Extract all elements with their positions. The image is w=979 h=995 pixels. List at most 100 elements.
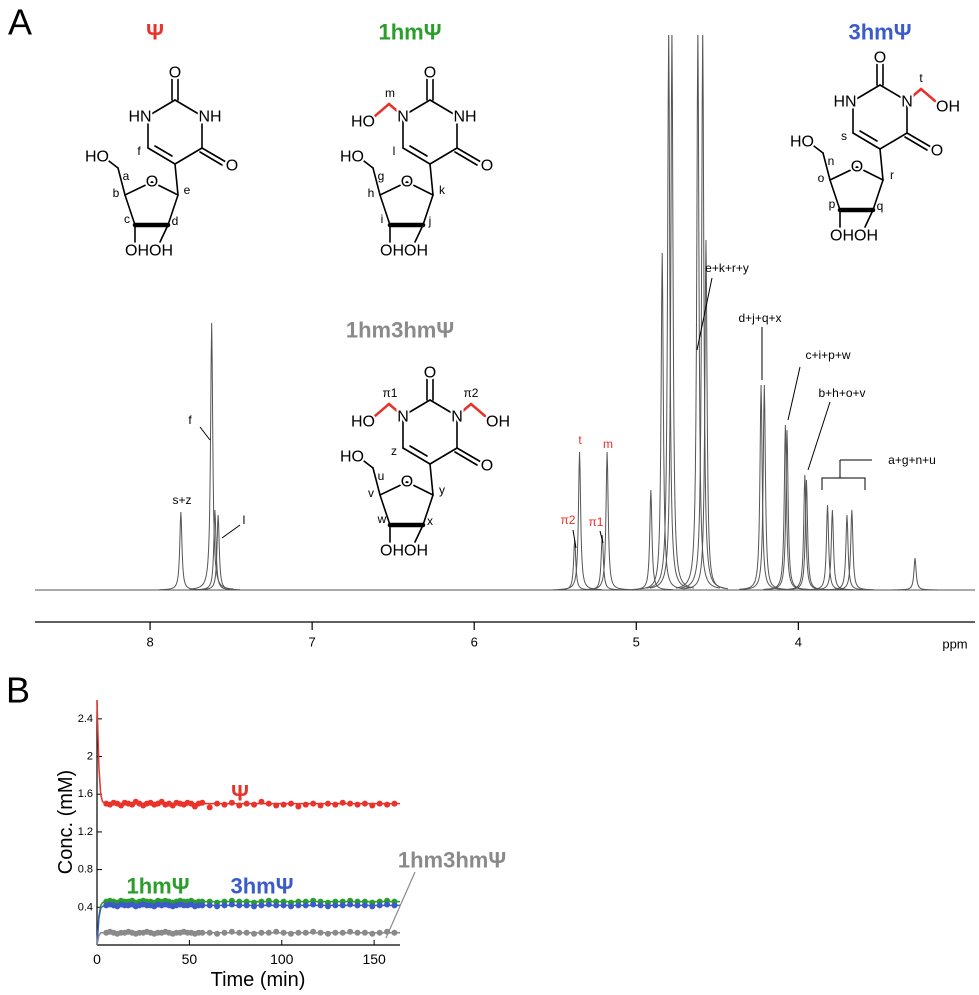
- position-label: b: [113, 186, 120, 200]
- peak-annotation: t: [578, 433, 582, 447]
- data-point: [384, 801, 391, 808]
- data-point: [376, 902, 383, 909]
- data-point: [376, 929, 383, 936]
- peak-annotation: l: [243, 513, 246, 527]
- x-tick-label: 5: [633, 635, 640, 650]
- position-label: w: [377, 512, 387, 526]
- bond: [809, 142, 824, 154]
- data-point: [228, 799, 235, 806]
- bond: [409, 445, 428, 457]
- data-point: [354, 929, 361, 936]
- annotation-leader: [221, 524, 241, 539]
- fit-line: [96, 900, 400, 946]
- bond: [406, 481, 434, 496]
- annotation-bracket: [821, 460, 866, 490]
- atom-label: OH: [936, 99, 960, 116]
- data-point: [361, 800, 368, 807]
- bond: [387, 402, 405, 418]
- data-point: [354, 801, 361, 808]
- atom-label: O: [401, 474, 413, 491]
- annotation-leader: [787, 366, 801, 421]
- bond: [159, 224, 169, 243]
- peak: [196, 514, 241, 591]
- bond: [456, 147, 482, 163]
- atom-label: O: [226, 158, 238, 175]
- spectrum: [35, 35, 975, 591]
- data-point: [310, 800, 317, 807]
- atom-label: OH: [486, 414, 510, 431]
- data-point: [214, 903, 221, 910]
- x-tick-label: 50: [182, 951, 198, 967]
- y-tick-label: 1.2: [78, 826, 93, 838]
- data-point: [347, 800, 354, 807]
- x-tick-label: 100: [270, 951, 294, 967]
- bond: [174, 99, 203, 117]
- data-point: [332, 902, 339, 909]
- atom-label: O: [169, 65, 181, 82]
- data-point: [258, 798, 265, 805]
- bond: [905, 87, 923, 103]
- atom-label: HO: [351, 114, 375, 131]
- panel-label: B: [6, 670, 30, 711]
- data-point: [273, 902, 280, 909]
- data-point: [273, 928, 280, 935]
- atom-label: OHOH: [380, 243, 428, 260]
- data-point: [302, 801, 309, 808]
- position-label: d: [172, 214, 179, 228]
- position-label: o: [818, 171, 825, 185]
- compound-name: 1hm3hmΨ: [346, 318, 454, 343]
- data-point: [310, 901, 317, 908]
- position-label: j: [428, 214, 432, 228]
- data-point: [251, 801, 258, 808]
- bond: [174, 147, 203, 165]
- peak: [628, 489, 673, 591]
- position-label: f: [137, 144, 141, 158]
- data-point: [214, 800, 221, 807]
- atom-label: O: [931, 143, 943, 160]
- bond: [379, 194, 391, 226]
- atom-label: HO: [340, 449, 364, 466]
- bond: [856, 166, 884, 181]
- y-tick-label: 0.8: [78, 864, 93, 876]
- compound-name: 3hmΨ: [848, 20, 911, 45]
- series-label: 1hm3hmΨ: [398, 848, 506, 873]
- data-point: [332, 929, 339, 936]
- position-label: k: [439, 183, 446, 197]
- data-point: [251, 903, 258, 910]
- bond: [872, 179, 884, 211]
- data-point: [243, 800, 250, 807]
- bond: [919, 87, 937, 103]
- bond: [387, 102, 405, 118]
- position-label: π1: [383, 386, 398, 400]
- bond: [167, 194, 179, 226]
- bond: [402, 447, 431, 465]
- bond: [147, 147, 176, 165]
- position-label: i: [381, 212, 384, 226]
- atom-label: N: [451, 409, 463, 426]
- data-point: [258, 902, 265, 909]
- bond: [359, 457, 374, 469]
- data-point: [265, 800, 272, 807]
- bond: [117, 167, 126, 196]
- peak: [585, 451, 630, 591]
- data-point: [391, 929, 398, 936]
- peak-annotation: m: [603, 437, 613, 451]
- data-point: [384, 901, 391, 908]
- atom-label: O: [424, 365, 436, 382]
- bond: [372, 167, 381, 196]
- data-point: [332, 801, 339, 808]
- bond: [454, 151, 478, 166]
- x-tick-label: 4: [795, 635, 802, 650]
- position-label: v: [368, 486, 374, 500]
- bond: [429, 147, 458, 165]
- atom-label: N: [901, 94, 913, 111]
- position-label: c: [124, 212, 130, 226]
- peak-annotation: π2: [561, 513, 576, 527]
- atom-label: NH: [198, 109, 221, 126]
- annotation-leader: [599, 530, 604, 544]
- position-label: z: [391, 444, 397, 458]
- bond: [429, 163, 434, 196]
- data-point: [391, 902, 398, 909]
- y-axis-title: Conc. (mM): [55, 770, 77, 874]
- data-point: [324, 800, 331, 807]
